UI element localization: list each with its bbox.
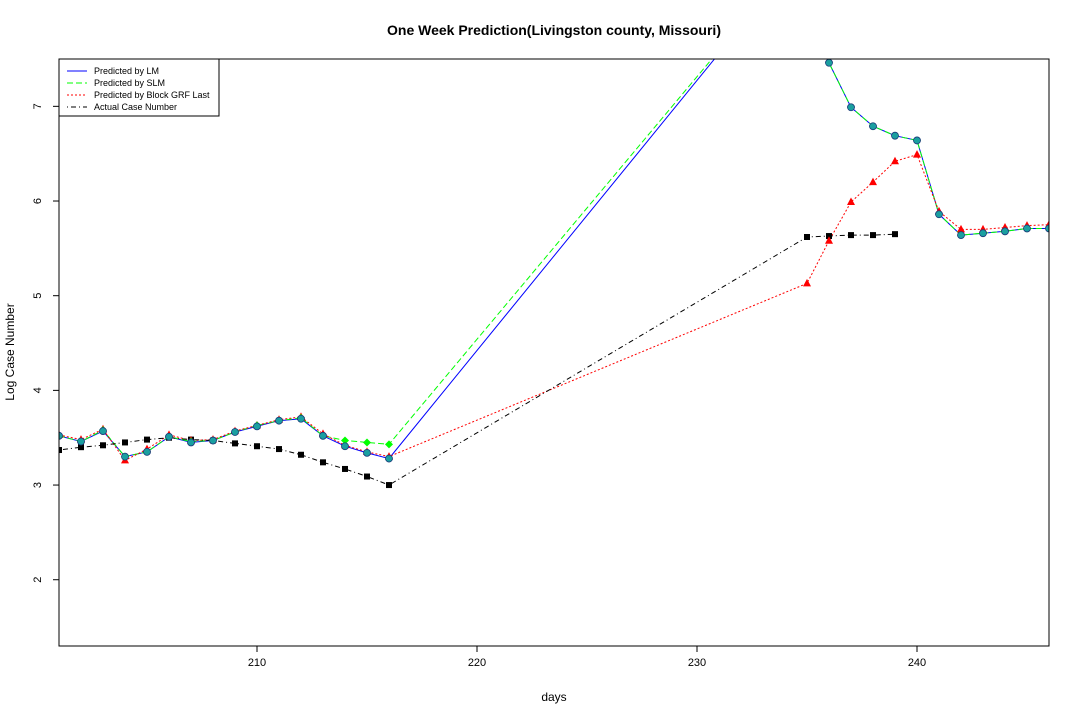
data-point-series-0 (979, 229, 987, 238)
data-point-series-3 (386, 482, 392, 489)
data-point-series-0 (209, 436, 217, 445)
y-tick-label: 6 (32, 198, 44, 204)
data-point-series-3 (59, 447, 62, 454)
data-point-series-3 (342, 465, 348, 472)
chart-title: One Week Prediction(Livingston county, M… (387, 22, 721, 38)
data-point-series-3 (364, 473, 370, 480)
x-axis-label: days (541, 690, 566, 704)
data-point-series-0 (275, 416, 283, 425)
y-tick-label: 7 (32, 103, 44, 109)
data-point-series-3 (298, 451, 304, 458)
series-markers (59, 59, 1049, 489)
data-point-series-0 (869, 122, 877, 131)
data-point-series-3 (144, 436, 150, 443)
plot-frame (58, 58, 1050, 647)
data-point-series-2 (803, 278, 811, 287)
data-point-series-0 (77, 437, 85, 446)
data-point-series-0 (165, 432, 173, 441)
data-point-series-3 (848, 232, 854, 239)
axes: 210 220 230 240 2 3 4 5 6 7 (32, 103, 926, 669)
data-point-series-3 (100, 442, 106, 449)
legend-label-3: Actual Case Number (94, 102, 177, 112)
y-axis-label: Log Case Number (3, 303, 17, 400)
data-point-series-0 (187, 438, 195, 447)
data-point-series-3 (232, 440, 238, 447)
series-line-3 (59, 233, 896, 486)
data-point-series-1 (341, 436, 349, 445)
y-tick-label: 5 (32, 293, 44, 299)
data-point-series-0 (99, 427, 107, 435)
data-point-series-0 (363, 448, 371, 457)
data-point-series-0 (957, 231, 965, 240)
data-point-series-3 (320, 459, 326, 466)
data-point-series-3 (826, 233, 832, 240)
data-point-series-3 (276, 446, 282, 453)
data-point-series-3 (122, 439, 128, 446)
data-point-series-3 (892, 231, 898, 238)
x-tick-label: 210 (248, 657, 266, 669)
x-tick-label: 220 (468, 657, 486, 669)
data-point-series-0 (121, 452, 129, 461)
data-point-series-0 (385, 454, 393, 463)
series-line-2 (59, 153, 1049, 462)
data-point-series-0 (319, 431, 327, 440)
x-tick-label: 240 (908, 657, 926, 669)
legend-label-0: Predicted by LM (94, 66, 159, 76)
data-point-series-0 (143, 448, 151, 456)
data-point-series-3 (78, 444, 84, 451)
data-point-series-0 (891, 131, 899, 140)
data-point-series-1 (363, 438, 371, 447)
data-point-series-1 (385, 440, 393, 449)
data-point-series-0 (1023, 224, 1031, 233)
data-point-series-2 (913, 150, 921, 158)
data-point-series-2 (869, 177, 877, 186)
y-tick-label: 3 (32, 482, 44, 488)
legend: Predicted by LM Predicted by SLM Predicted… (58, 58, 220, 117)
legend-label-1: Predicted by SLM (94, 78, 165, 88)
data-point-series-2 (847, 197, 855, 205)
data-point-series-0 (59, 431, 63, 440)
series-line-1 (59, 59, 1049, 458)
data-point-series-0 (825, 59, 833, 67)
data-point-series-0 (913, 136, 921, 145)
y-tick-label: 4 (32, 387, 44, 393)
data-point-series-0 (231, 428, 239, 436)
data-point-series-2 (825, 236, 833, 244)
data-point-series-0 (297, 414, 305, 423)
data-point-series-2 (957, 224, 965, 233)
data-point-series-3 (870, 232, 876, 239)
data-point-series-3 (254, 443, 260, 450)
data-point-series-0 (253, 422, 261, 431)
legend-label-2: Predicted by Block GRF Last (94, 90, 210, 100)
data-point-series-0 (341, 442, 349, 451)
data-point-series-0 (1001, 227, 1009, 236)
data-point-series-0 (847, 103, 855, 112)
data-point-series-2 (891, 156, 899, 165)
data-point-series-0 (1045, 224, 1049, 233)
y-tick-label: 2 (32, 577, 44, 583)
data-point-series-3 (804, 233, 810, 240)
data-point-series-0 (935, 210, 943, 219)
x-tick-label: 230 (688, 657, 706, 669)
